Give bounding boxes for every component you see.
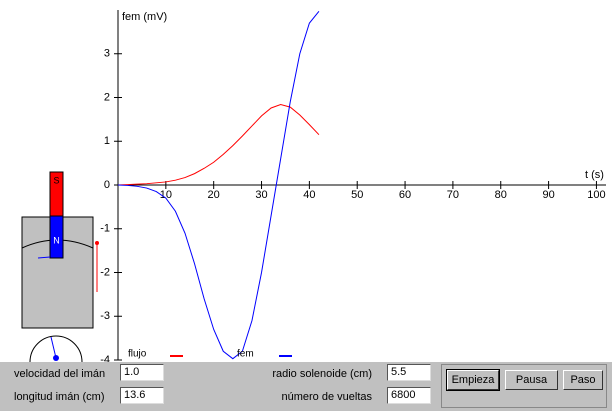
meter [29, 335, 83, 362]
step-button[interactable]: Paso [563, 370, 603, 390]
button-group: Empieza Pausa Paso [441, 364, 607, 408]
legend-label: flujo [128, 349, 147, 360]
meter-pivot [53, 355, 59, 361]
x-tick-label: 50 [351, 189, 363, 201]
x-tick-label: 60 [399, 189, 411, 201]
apparatus: S N [21, 171, 99, 362]
series-line [117, 103, 320, 186]
text-input[interactable]: 13.6 [120, 387, 164, 404]
x-tick-label: 90 [542, 189, 554, 201]
y-tick-label: 0 [104, 179, 110, 191]
x-tick-label: 70 [447, 189, 459, 201]
velocity-dot [95, 241, 99, 245]
field-label: número de vueltas [281, 391, 373, 403]
x-tick-label: 10 [160, 189, 172, 201]
current-arrow [37, 256, 51, 259]
y-tick-label: -2 [100, 266, 110, 278]
magnet-north [49, 215, 64, 259]
field-label: longitud imán (cm) [14, 391, 105, 403]
text-input[interactable]: 5.5 [387, 364, 431, 381]
y-axis-label: fem (mV) [122, 11, 167, 23]
legend-label: fem [237, 349, 254, 360]
x-tick-label: 80 [495, 189, 507, 201]
control-panel: velocidad del imán 1.0 longitud imán (cm… [0, 362, 612, 411]
x-tick-label: 30 [255, 189, 267, 201]
x-tick-label: 40 [303, 189, 315, 201]
field-label: radio solenoide (cm) [272, 368, 372, 380]
magnet-s-label: S [53, 175, 59, 185]
y-tick-label: 1 [104, 135, 110, 147]
field-label: velocidad del imán [14, 368, 106, 380]
x-axis-label: t (s) [585, 169, 604, 181]
y-tick-label: -4 [100, 354, 110, 362]
y-tick-label: 2 [104, 91, 110, 103]
y-tick-label: 3 [104, 48, 110, 60]
y-tick-label: -3 [100, 310, 110, 322]
text-input[interactable]: 6800 [387, 387, 431, 404]
series-line [117, 10, 320, 360]
chart: S N fem (mV) t (s) -4 -3 -2 -1 0 1 2 3 10 20 30 40 5… [21, 10, 606, 362]
pause-button[interactable]: Pausa [505, 370, 558, 390]
x-tick-label: 100 [587, 189, 605, 201]
meter-needle [50, 336, 57, 359]
y-tick-label: -1 [100, 223, 110, 235]
start-button[interactable]: Empieza [446, 369, 500, 391]
text-input[interactable]: 1.0 [120, 364, 164, 381]
magnet-n-label: N [53, 235, 60, 245]
x-tick-label: 20 [208, 189, 220, 201]
